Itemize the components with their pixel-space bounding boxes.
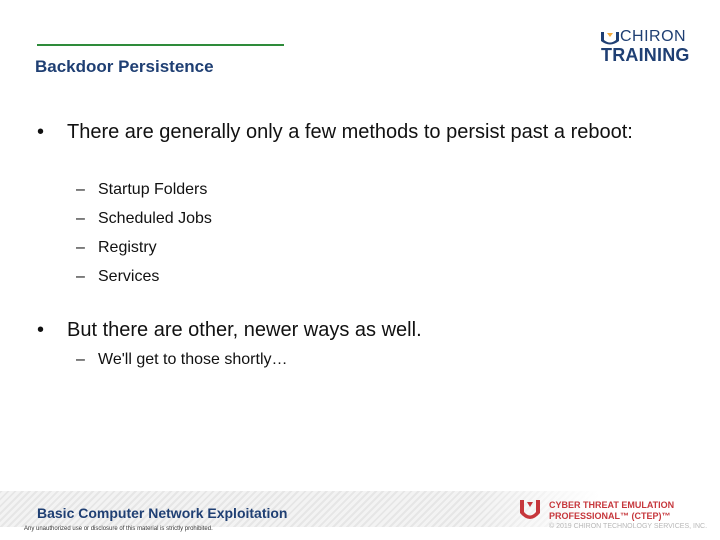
copyright-notice: © 2019 CHIRON TECHNOLOGY SERVICES, INC. [549,523,708,530]
logo-word-training: TRAINING [601,45,690,65]
sub-bullet-item: Services [76,267,159,287]
footer-course-title: Basic Computer Network Exploitation [37,505,288,521]
ctep-shield-icon [520,500,540,519]
chiron-shield-icon [601,32,619,45]
chiron-training-logo: CHIRON TRAINING [600,27,700,67]
sub-bullet-item: Scheduled Jobs [76,209,212,229]
sub-bullet-item: Registry [76,238,157,258]
logo-word-chiron: CHIRON [620,28,687,45]
ctep-title-line2: PROFESSIONAL™ (CTEP)™ [549,511,671,521]
bullet-item: But there are other, newer ways as well. [37,316,667,345]
slide-title: Backdoor Persistence [35,57,214,76]
slide-content: There are generally only a few methods t… [0,0,720,480]
ctep-title-line1: CYBER THREAT EMULATION [549,500,675,510]
sub-bullet-item: Startup Folders [76,180,207,200]
sub-bullet-item: We'll get to those shortly… [76,350,287,370]
title-underline [37,44,284,46]
footer-disclaimer: Any unauthorized use or disclosure of th… [24,526,213,532]
bullet-item: There are generally only a few methods t… [37,118,667,147]
footer-band [0,491,720,527]
